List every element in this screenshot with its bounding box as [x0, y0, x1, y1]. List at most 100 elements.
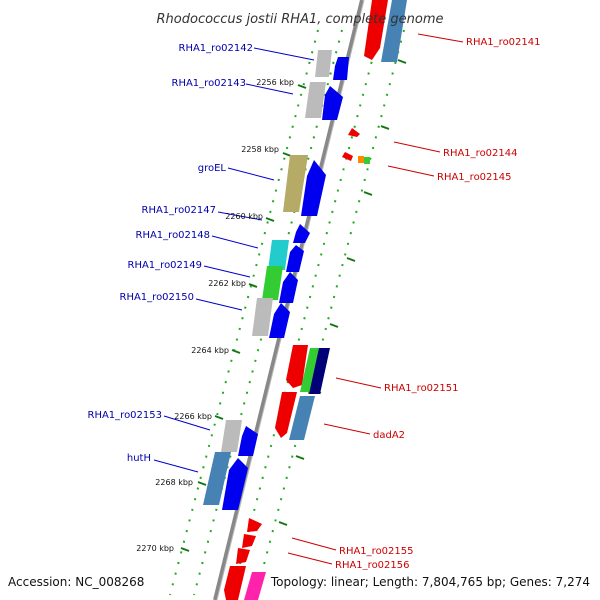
genome-summary-text: Topology: linear; Length: 7,804,765 bp; …: [270, 575, 590, 589]
gene-label-ro02156[interactable]: RHA1_ro02156: [335, 560, 410, 571]
tick-right-7: [295, 455, 305, 460]
gene-block-ro02151-green[interactable]: [300, 348, 321, 392]
left-strand-genes: [203, 50, 349, 510]
leader-ro02149: [203, 265, 251, 278]
right-gene-labels: RHA1_ro02141 RHA1_ro02144 RHA1_ro02145 R…: [335, 37, 541, 571]
gene-block-ro02145-orange[interactable]: [358, 156, 364, 163]
gene-label-ro02144[interactable]: RHA1_ro02144: [443, 148, 518, 159]
leader-ro02148: [211, 235, 259, 249]
gene-arrow-ro02144[interactable]: [348, 128, 360, 137]
tick-right-2: [380, 125, 390, 130]
kbp-labels: 2256 kbp 2258 kbp 2260 kbp 2262 kbp 2264…: [136, 78, 294, 553]
gene-arrow-ro02147[interactable]: [293, 224, 310, 243]
tick-2258: [282, 152, 292, 157]
gene-label-ro02141[interactable]: RHA1_ro02141: [466, 37, 541, 48]
tick-right-1: [397, 59, 407, 64]
tick-right-4: [346, 257, 356, 262]
gene-block-ro02149-green[interactable]: [262, 266, 283, 300]
gene-block-ro02150-grey[interactable]: [252, 298, 273, 336]
leader-groel: [227, 167, 275, 181]
left-gene-labels: RHA1_ro02142 RHA1_ro02143 groEL RHA1_ro0…: [88, 43, 254, 464]
gene-label-ro02148[interactable]: RHA1_ro02148: [136, 230, 211, 241]
gene-arrow-ro02142[interactable]: [333, 57, 349, 80]
gene-arrow-ro02150[interactable]: [269, 303, 290, 338]
gene-block-ro02153-grey[interactable]: [221, 420, 242, 452]
gene-label-ro02155[interactable]: RHA1_ro02155: [339, 546, 414, 557]
gene-label-ro02143[interactable]: RHA1_ro02143: [172, 78, 247, 89]
gene-label-ro02142[interactable]: RHA1_ro02142: [179, 43, 254, 54]
gene-block-ro02143-grey[interactable]: [305, 82, 326, 118]
footer-summary-bg: [268, 570, 596, 592]
guide-outer-left: [169, 29, 319, 596]
tick-2266: [214, 415, 224, 420]
tick-right-3: [363, 191, 373, 196]
leader-huth: [153, 459, 199, 473]
gene-label-ro02145[interactable]: RHA1_ro02145: [437, 172, 512, 183]
gene-block-dada2-steelblue[interactable]: [289, 396, 315, 440]
kbp-label: 2266 kbp: [174, 412, 212, 421]
tick-2268: [197, 481, 207, 486]
kbp-label: 2258 kbp: [241, 145, 279, 154]
gene-arrow-huth[interactable]: [222, 458, 248, 510]
kbp-tick-marks: [180, 59, 407, 552]
gene-label-ro02150[interactable]: RHA1_ro02150: [120, 292, 195, 303]
gene-label-ro02151[interactable]: RHA1_ro02151: [384, 383, 459, 394]
right-leader-lines: [287, 33, 464, 565]
gene-arrow-ro02156[interactable]: [236, 548, 250, 564]
leader-dada2: [323, 423, 371, 435]
gene-block-ro02141-steelblue[interactable]: [381, 0, 407, 62]
leader-ro02145: [387, 165, 435, 177]
gene-arrow-ro02145[interactable]: [342, 152, 353, 161]
gene-arrow-ro02153[interactable]: [238, 426, 258, 456]
accession-text: Accession: NC_008268: [8, 575, 144, 589]
tick-right-8: [278, 521, 288, 526]
kbp-label: 2262 kbp: [208, 279, 246, 288]
leader-ro02151: [335, 377, 382, 389]
left-leader-lines: [153, 47, 315, 473]
gene-arrow-dada2[interactable]: [275, 392, 297, 438]
kbp-label: 2268 kbp: [155, 478, 193, 487]
leader-ro02144: [393, 141, 441, 153]
gene-arrow-ro02155b[interactable]: [242, 534, 256, 548]
kbp-label: 2260 kbp: [225, 212, 263, 221]
leader-ro02156: [287, 552, 333, 565]
right-strand-genes: [224, 0, 407, 600]
gene-arrow-groel[interactable]: [301, 160, 326, 216]
gene-arrow-ro02151[interactable]: [286, 345, 308, 388]
gene-label-ro02149[interactable]: RHA1_ro02149: [128, 260, 203, 271]
gene-arrow-ro02141[interactable]: [364, 0, 388, 60]
leader-ro02150: [195, 298, 243, 311]
kbp-label: 2264 kbp: [191, 346, 229, 355]
gene-block-ro02151-navy[interactable]: [309, 348, 330, 394]
kbp-label: 2270 kbp: [136, 544, 174, 553]
tick-right-5: [329, 323, 339, 328]
leader-ro02155: [291, 537, 337, 551]
gene-block-lower-magenta[interactable]: [244, 572, 266, 600]
gene-label-groel[interactable]: groEL: [198, 163, 227, 174]
gene-block-groel-olive[interactable]: [283, 155, 308, 212]
gene-arrow-ro02149[interactable]: [279, 272, 298, 303]
tick-2264: [231, 349, 241, 354]
gene-label-dada2[interactable]: dadA2: [373, 430, 405, 441]
gene-label-ro02153[interactable]: RHA1_ro02153: [88, 410, 163, 421]
tick-2256: [297, 84, 307, 89]
gene-block-huth-steelblue[interactable]: [203, 452, 231, 505]
genome-title: Rhodococcus jostii RHA1, complete genome: [157, 12, 444, 27]
leader-ro02153: [163, 415, 211, 431]
gene-block-ro02148-cyan[interactable]: [268, 240, 289, 270]
tick-2270: [180, 547, 190, 552]
leader-ro02141: [417, 33, 464, 43]
leader-ro02142: [253, 47, 315, 61]
gene-block-ro02142-grey[interactable]: [315, 50, 332, 77]
gene-arrow-ro02143[interactable]: [322, 86, 343, 120]
gene-arrow-lower[interactable]: [224, 566, 246, 600]
gene-arrow-ro02148[interactable]: [286, 245, 304, 272]
leader-ro02143: [245, 83, 294, 95]
gene-arrow-ro02155[interactable]: [247, 518, 262, 532]
leader-ro02147: [217, 211, 263, 221]
gene-block-ro02145-green[interactable]: [364, 157, 370, 164]
kbp-label: 2256 kbp: [256, 78, 294, 87]
gene-label-huth[interactable]: hutH: [127, 453, 151, 464]
gene-label-ro02147[interactable]: RHA1_ro02147: [142, 205, 217, 216]
